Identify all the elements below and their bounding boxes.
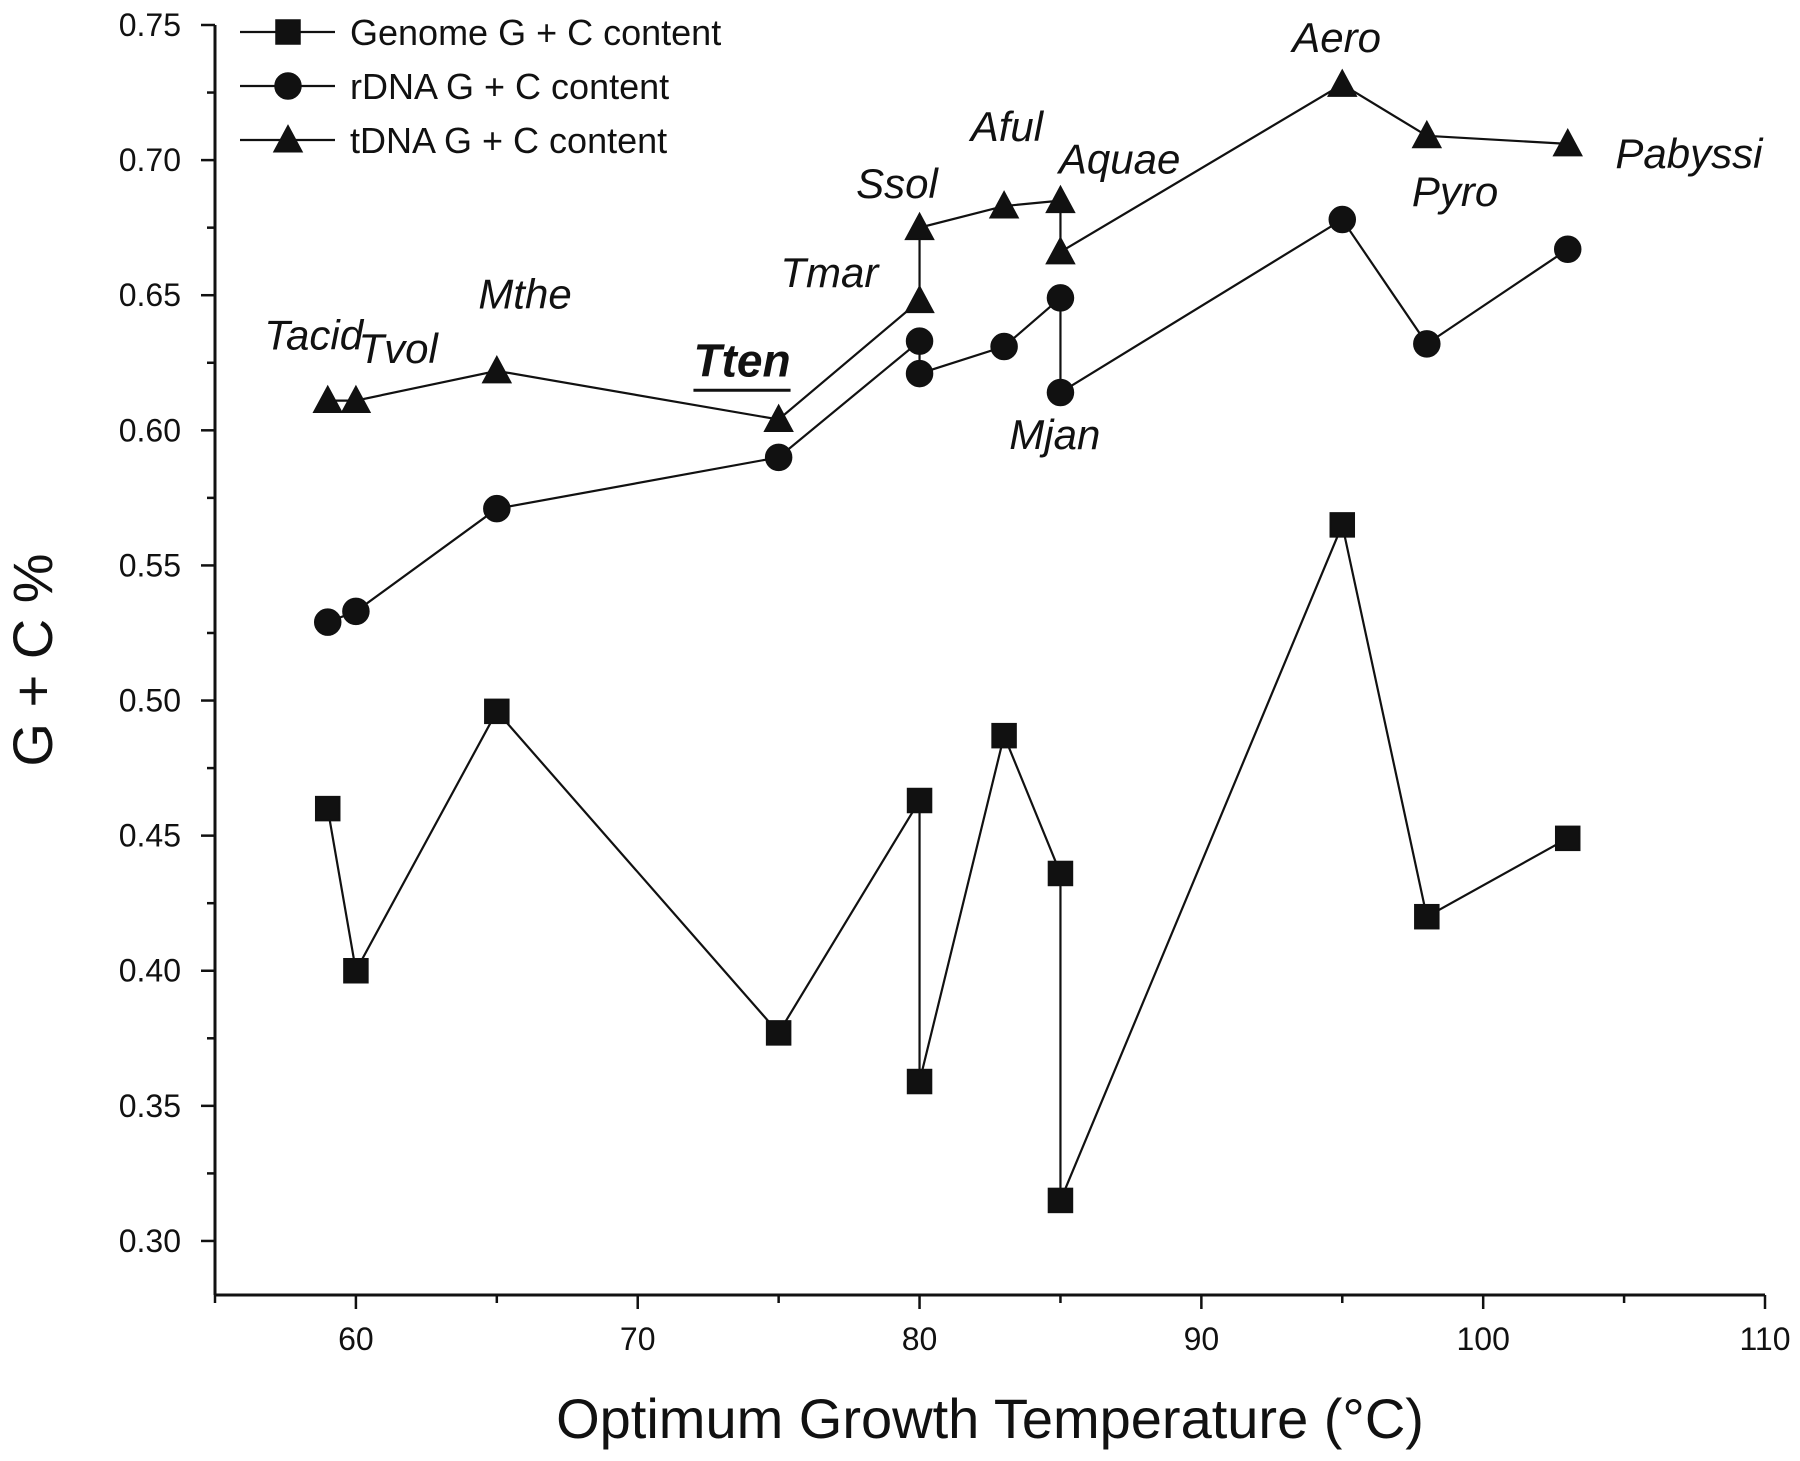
series-1-point-12 [1554,825,1581,852]
series-1-point-5 [906,787,933,814]
series-2-point-9 [1046,378,1075,407]
y-tick-label-0.30: 0.30 [119,1223,181,1259]
series-1-line [326,521,1569,1201]
series-3-point-4 [763,403,794,432]
legend-marker-3 [272,124,304,153]
x-tick-label-110: 110 [1739,1321,1790,1357]
series-2-point-6 [905,359,934,388]
annotation-3: Mthe [478,271,571,318]
annotation-11: Pyro [1412,168,1498,215]
series-2-point-7 [990,332,1018,361]
x-axis-title: Optimum Growth Temperature (°C) [556,1387,1424,1450]
x-tick-label-80: 80 [902,1321,938,1357]
series-3-point-1 [312,384,343,414]
series-1-point-6 [906,1068,933,1095]
series-2-point-3 [483,494,511,523]
series-2-point-8 [1046,284,1075,312]
y-tick-label-0.50: 0.50 [119,683,181,719]
legend-label-3: tDNA G + C content [350,120,667,161]
y-tick-label-0.40: 0.40 [119,953,181,989]
series-3-point-10 [1327,68,1358,97]
series-2-point-4 [764,443,793,472]
y-tick-label-0.35: 0.35 [119,1088,181,1124]
series-3-point-12 [1552,128,1583,157]
annotation-4: Tten [693,334,790,386]
series-3-line [327,83,1568,421]
series-3-point-5 [904,284,935,314]
legend-label-1: Genome G + C content [350,12,721,53]
series-1-point-2 [343,957,369,984]
series-1-point-7 [991,722,1017,749]
annotation-7: Aful [968,103,1045,150]
series-2-point-12 [1553,235,1582,264]
plot-area [312,68,1583,1214]
series-3-point-8 [1045,184,1076,214]
series-1-point-4 [765,1020,792,1046]
y-tick-label-0.70: 0.70 [119,142,181,178]
legend-item-1: Genome G + C content [240,12,721,53]
series-3-point-3 [481,354,513,384]
series-3-point-2 [340,384,372,414]
series-3 [312,68,1583,432]
legend-item-2: rDNA G + C content [240,66,669,107]
annotation-9: Mjan [1009,411,1100,458]
annotation-5: Tmar [780,249,880,296]
y-tick-label-0.60: 0.60 [119,412,181,448]
series-3-point-6 [904,211,935,241]
y-tick-label-0.55: 0.55 [119,547,181,583]
x-tick-label-90: 90 [1184,1321,1220,1357]
annotation-1: Tacid [264,311,364,358]
series-3-point-11 [1411,119,1443,149]
series-1-point-8 [1047,860,1074,887]
series-1-point-3 [484,698,510,725]
series-2-line [327,218,1569,624]
annotation-12: Pabyssi [1615,130,1764,177]
annotation-2: Tvol [359,325,440,372]
x-tick-label-60: 60 [338,1321,374,1357]
y-tick-label-0.65: 0.65 [119,277,181,313]
axes: 60 70 80 90 100 110 0.30 0.35 0.40 0.45 0.50 0.55 0.… [1,7,1791,1450]
x-tick-label-100: 100 [1456,1321,1509,1357]
x-tick-label-70: 70 [620,1321,656,1357]
series-2 [313,205,1582,636]
series-2-point-2 [342,597,370,626]
series-3-point-9 [1045,236,1076,265]
series-1-point-10 [1329,512,1356,538]
annotation-6: Ssol [856,160,939,207]
legend-item-3: tDNA G + C content [240,120,667,161]
series-2-point-5 [905,327,934,355]
y-tick-label-0.75: 0.75 [119,7,181,43]
y-axis-title: G + C % [1,553,64,766]
series-3-point-7 [988,190,1020,219]
series-1-point-11 [1414,903,1440,930]
legend-label-2: rDNA G + C content [350,66,669,107]
series-1-point-1 [314,795,341,822]
legend: Genome G + C content rDNA G + C content tD… [240,12,721,161]
series-1-point-9 [1047,1187,1074,1214]
annotation-10: Aero [1289,14,1381,61]
series-1 [314,512,1581,1214]
y-tick-label-0.45: 0.45 [119,818,181,854]
legend-marker-2 [274,72,302,100]
series-2-point-11 [1413,330,1441,358]
legend-marker-1 [275,19,301,45]
series-2-point-10 [1328,205,1357,234]
series-2-point-1 [313,608,342,636]
annotation-8: Aquae [1056,136,1180,183]
